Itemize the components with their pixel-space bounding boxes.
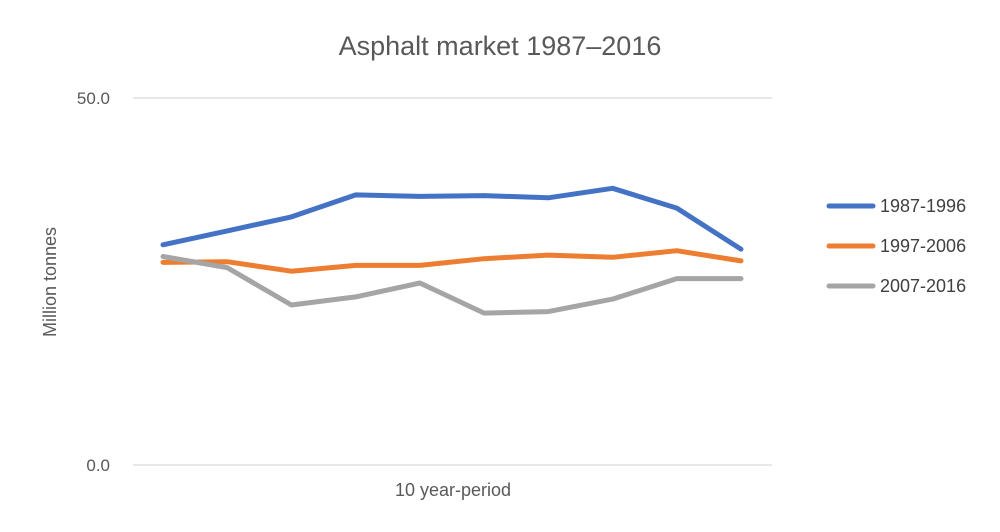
y-tick-label-min: 0.0 [86, 456, 110, 475]
series-line-3 [160, 254, 744, 316]
legend-label-1: 1987-1996 [880, 196, 966, 216]
series-layer [160, 185, 744, 316]
x-axis-label: 10 year-period [395, 480, 511, 500]
legend-label-2: 1997-2006 [880, 236, 966, 256]
legend: 1987-1996 1997-2006 2007-2016 [826, 196, 966, 296]
series-line-1 [160, 185, 744, 252]
chart-title: Asphalt market 1987–2016 [339, 31, 662, 61]
series-line-2 [160, 248, 744, 274]
y-tick-label-max: 50.0 [77, 89, 110, 108]
legend-label-3: 2007-2016 [880, 276, 966, 296]
y-axis-label: Million tonnes [40, 227, 60, 337]
